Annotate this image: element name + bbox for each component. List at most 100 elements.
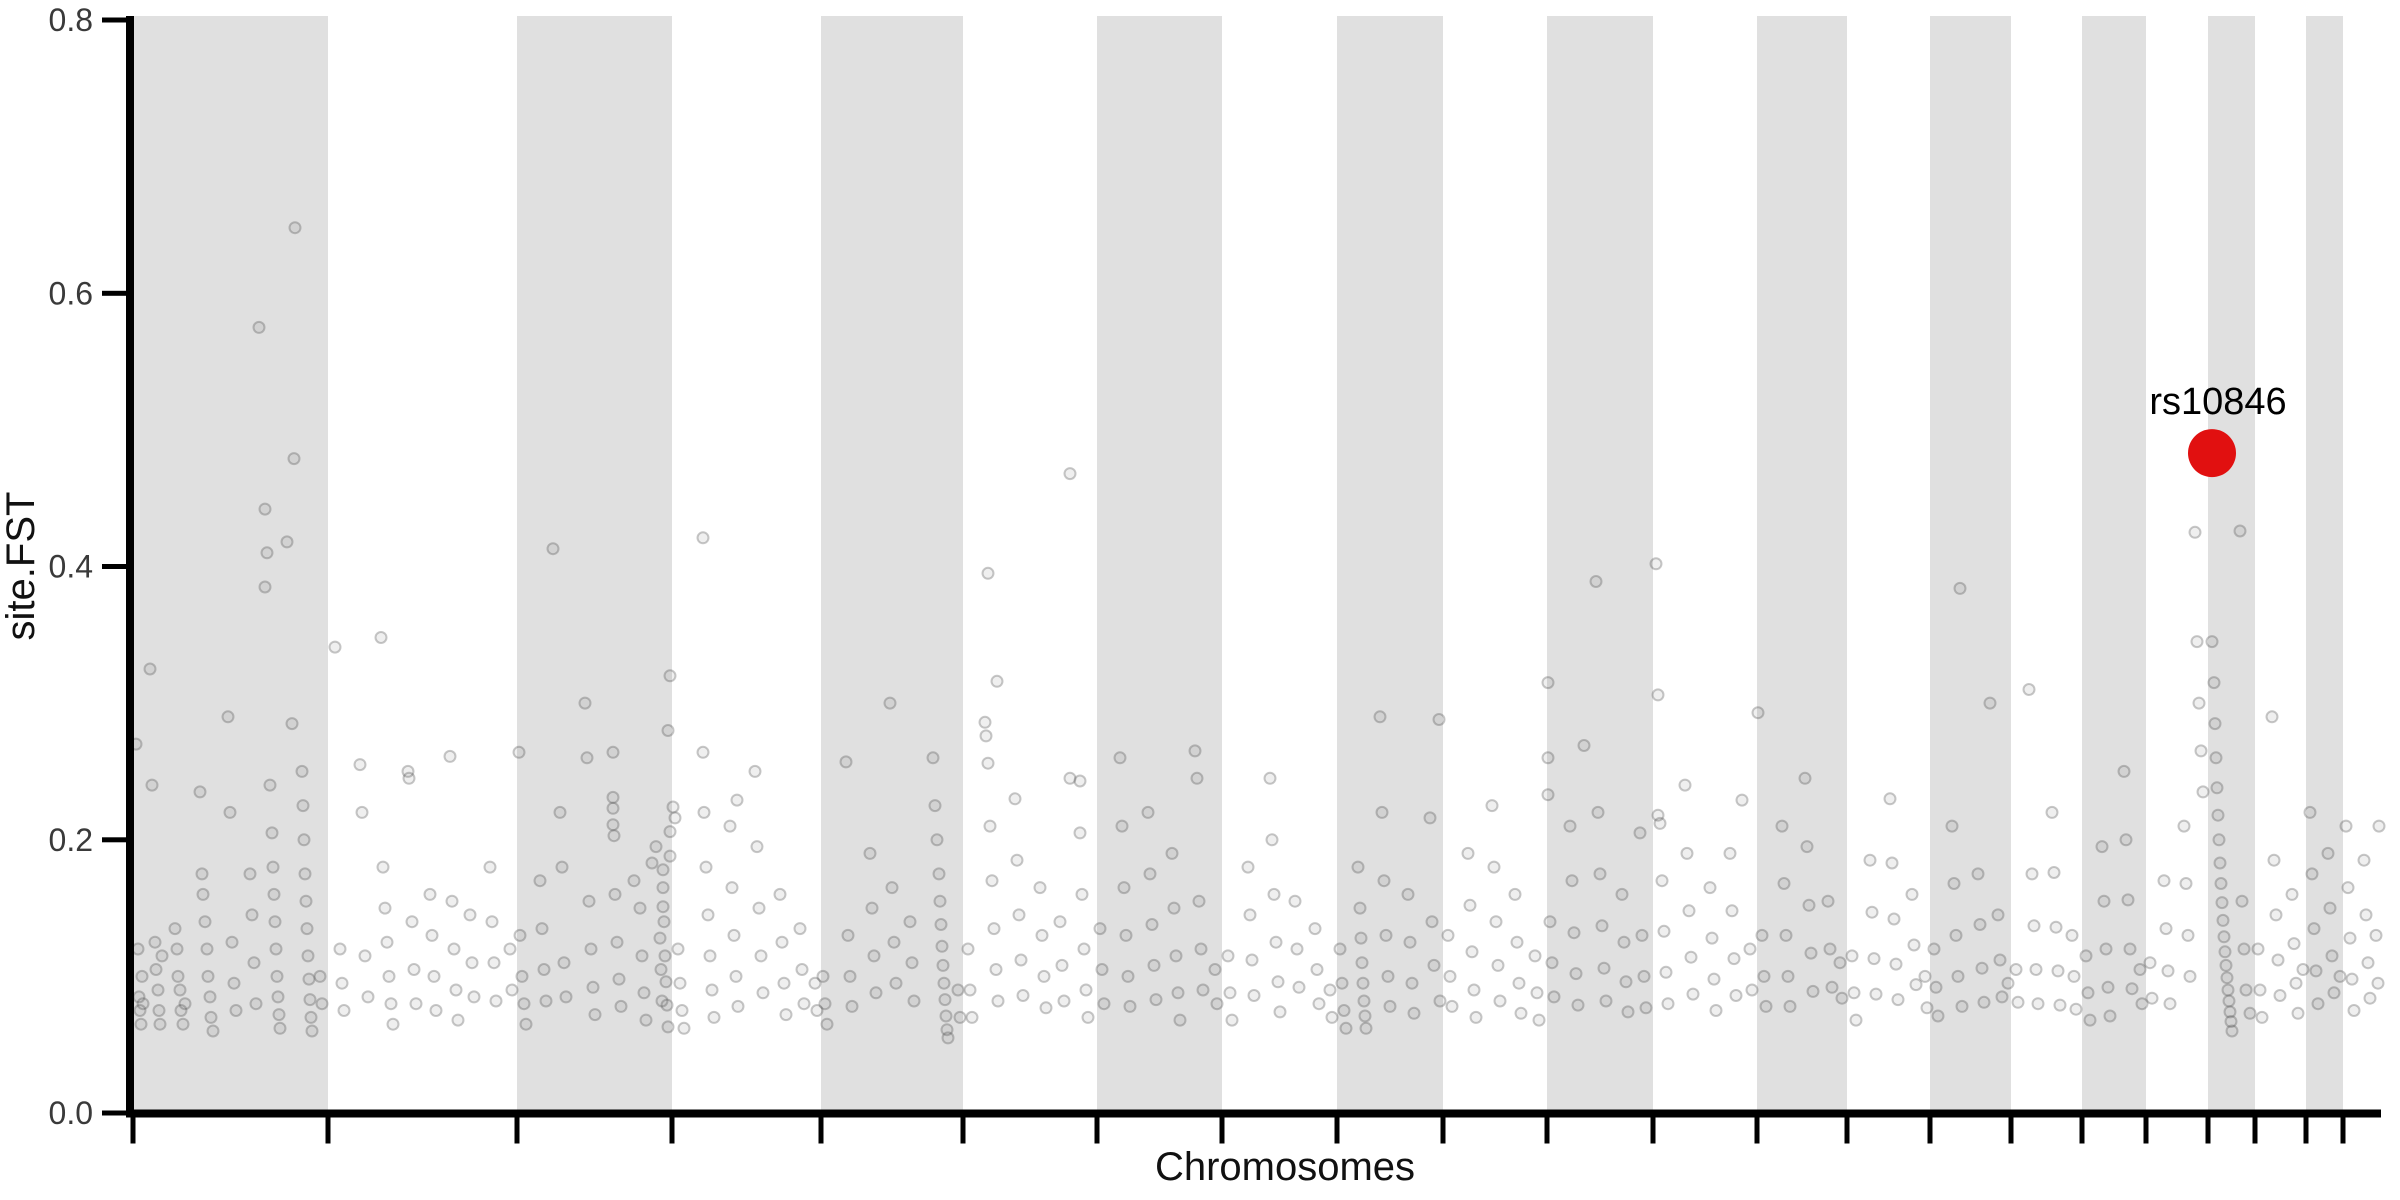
scatter-point [1441, 928, 1455, 942]
scatter-point [707, 1010, 721, 1024]
scatter-point [1403, 935, 1417, 949]
scatter-point [2119, 833, 2133, 847]
scatter-point [1145, 918, 1159, 931]
scatter-point [2224, 1015, 2238, 1028]
scatter-point [1512, 976, 1526, 990]
scatter-point [1117, 881, 1131, 895]
scatter-point [1073, 774, 1087, 788]
scatter-point [429, 1004, 443, 1017]
scatter-point [841, 928, 855, 942]
scatter-point [2216, 913, 2230, 927]
scatter-point [135, 969, 149, 983]
scatter-point [1651, 808, 1665, 822]
scatter-point [1208, 963, 1222, 976]
scatter-point [1012, 908, 1026, 922]
scatter-point [300, 922, 314, 936]
scatter-point [1288, 894, 1302, 908]
scatter-point [2371, 976, 2385, 990]
scatter-point [227, 976, 241, 990]
scatter-point [252, 320, 266, 334]
scatter-point [2009, 963, 2023, 976]
scatter-point [2253, 983, 2267, 997]
scatter-point [2325, 949, 2339, 963]
scatter-point [1905, 887, 1919, 901]
scatter-point [267, 887, 281, 901]
scatter-point [2311, 997, 2325, 1011]
scatter-point [270, 969, 284, 983]
x-tick [669, 1117, 675, 1144]
scatter-point [2196, 785, 2210, 799]
scatter-point [1489, 915, 1503, 929]
scatter-point [298, 867, 312, 881]
scatter-point [1469, 1010, 1483, 1024]
scatter-point [1355, 956, 1369, 970]
scatter-point [750, 840, 764, 854]
scatter-point [1971, 867, 1985, 881]
scatter-point [935, 939, 949, 953]
scatter-point [1033, 881, 1047, 895]
scatter-point [445, 894, 459, 908]
scatter-point [580, 751, 594, 765]
scatter-point [152, 1004, 166, 1017]
scatter-point [200, 942, 214, 956]
y-tick-label: 0.6 [49, 275, 93, 311]
scatter-point [402, 771, 416, 785]
y-tick [102, 564, 127, 569]
scatter-point [1635, 928, 1649, 942]
scatter-point [1053, 915, 1067, 929]
scatter-point [1661, 997, 1675, 1011]
scatter-point [701, 908, 715, 922]
scatter-point [288, 221, 302, 235]
scatter-point [1955, 999, 1969, 1013]
scatter-point [407, 963, 421, 976]
scatter-point [2369, 928, 2383, 942]
scatter-point [1077, 942, 1091, 956]
scatter-point [797, 997, 811, 1011]
scatter-point [2031, 997, 2045, 1011]
x-tick [1927, 1117, 1933, 1144]
scatter-point [677, 1021, 691, 1035]
scatter-point [1075, 887, 1089, 901]
scatter-point [2103, 1009, 2117, 1023]
scatter-point [1427, 958, 1441, 972]
scatter-point [941, 1031, 955, 1045]
scatter-point [2341, 881, 2355, 895]
scatter-point [981, 756, 995, 770]
scatter-point [2307, 922, 2321, 936]
scatter-point [793, 922, 807, 936]
scatter-point [661, 724, 675, 737]
scatter-point [990, 674, 1004, 688]
scatter-point [260, 546, 274, 560]
scatter-point [1147, 958, 1161, 972]
scatter-point [845, 999, 859, 1013]
scatter-point [401, 764, 415, 778]
scatter-point [1247, 989, 1261, 1002]
scatter-point [1975, 961, 1989, 975]
scatter-point [1621, 1005, 1635, 1019]
scatter-point [1432, 713, 1446, 726]
scatter-point [1781, 969, 1795, 983]
scatter-point [2101, 980, 2115, 994]
scatter-point [1949, 928, 1963, 942]
scatter-point [2285, 887, 2299, 901]
scatter-point [1777, 877, 1791, 890]
scatter-point [1655, 874, 1669, 888]
scatter-point [810, 1004, 824, 1017]
scatter-point [174, 1004, 188, 1017]
scatter-point [2233, 524, 2247, 538]
scatter-point [1619, 975, 1633, 989]
scatter-point [1290, 942, 1304, 956]
scatter-point [1995, 990, 2009, 1004]
scatter-point [555, 860, 569, 874]
scatter-point [225, 935, 239, 949]
scatter-point [1977, 995, 1991, 1009]
scatter-point [1467, 983, 1481, 997]
scatter-point [280, 535, 294, 549]
scatter-point [818, 997, 832, 1011]
scatter-point [1008, 792, 1022, 806]
scatter-point [1639, 1001, 1653, 1015]
x-tick [1650, 1117, 1656, 1144]
scatter-point [1530, 986, 1544, 1000]
scatter-point [2067, 969, 2081, 983]
scatter-point [1684, 950, 1698, 964]
